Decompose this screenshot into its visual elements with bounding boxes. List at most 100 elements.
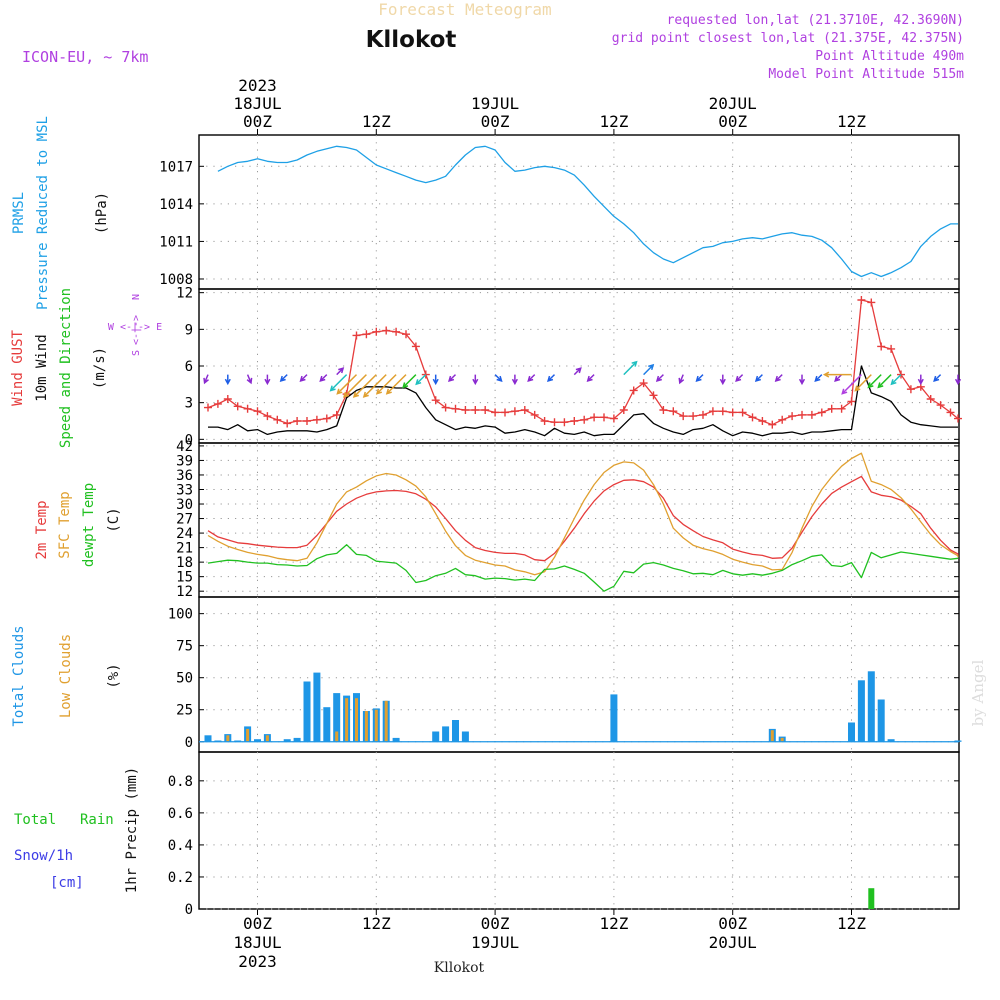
clouds-bar-total-clouds	[877, 699, 885, 742]
gust-marker	[411, 342, 420, 351]
wind-arrow	[798, 374, 806, 386]
gust-marker	[263, 412, 272, 421]
clouds-bar-total-clouds	[848, 722, 855, 742]
wind-arrow	[375, 374, 397, 395]
top-tick-label: 20JUL	[709, 94, 757, 113]
temp-label-2m: 2m Temp	[34, 500, 50, 559]
temp-labels: 2m Temp SFC Temp dewpt Temp (C)	[34, 483, 122, 567]
clouds-frame	[198, 596, 960, 753]
gust-marker	[817, 408, 826, 417]
wind-label-gust: Wind GUST	[10, 330, 26, 406]
gust-marker	[243, 404, 252, 413]
wind-arrow	[867, 374, 882, 389]
bottom-tick-label: 00Z	[243, 914, 272, 933]
precip-unit: 1hr Precip (mm)	[124, 767, 140, 893]
clouds-bar-total-clouds	[857, 680, 865, 742]
panels: 1008101110141017036912121518212427303336…	[159, 134, 962, 918]
clouds-panel: 0 25 50 75 100	[168, 596, 962, 753]
wind-arrow	[854, 374, 872, 392]
gust-marker	[204, 403, 212, 412]
precip-ytick-label: 0.4	[168, 838, 193, 854]
wind-arrow	[834, 374, 843, 383]
clouds-bar-total-clouds	[323, 707, 331, 742]
wind-arrow	[336, 367, 345, 376]
wind-arrow	[754, 374, 763, 383]
gust-marker	[481, 406, 490, 414]
bottom-tick-label: 2023	[238, 952, 277, 971]
temperature-ytick-label: 12	[176, 584, 193, 600]
top-tick-label: 00Z	[481, 112, 510, 131]
wind-unit: (m/s)	[92, 347, 108, 389]
wind-arrow	[678, 374, 685, 385]
requested-coords: requested lon,lat (21.3710E, 42.3690N)	[667, 13, 964, 28]
bottom-tick-label: 00Z	[481, 914, 510, 933]
wind-arrow	[546, 374, 556, 383]
wind-arrow	[890, 374, 902, 386]
clouds-bar-total-clouds	[303, 681, 311, 742]
top-tick-label: 00Z	[243, 112, 272, 131]
precip-label-snow: Snow/1h	[14, 848, 73, 864]
clouds-ytick-label: 25	[176, 703, 193, 719]
wind-ytick-label: 3	[185, 396, 193, 412]
gust-marker	[778, 415, 787, 424]
top-tick-label: 12Z	[599, 112, 628, 131]
gust-marker	[857, 296, 866, 304]
gust-marker	[550, 418, 559, 427]
clouds-bar-total-clouds	[887, 739, 895, 742]
top-tick-label: 2023	[238, 76, 277, 95]
precip-label-total: Total	[14, 812, 56, 828]
wind-arrow	[719, 374, 726, 386]
clouds-bar-low-clouds	[364, 711, 368, 742]
wind-arrow	[415, 374, 427, 386]
clouds-bar-low-clouds	[355, 698, 358, 742]
clouds-bar-low-clouds	[345, 698, 349, 742]
wind-arrow	[643, 363, 655, 376]
gust-marker	[501, 408, 509, 417]
precip-labels: Total Rain Snow/1h [cm] 1hr Precip (mm)	[14, 767, 140, 893]
watermark: by Angel	[969, 659, 987, 726]
clouds-bar-total-clouds	[432, 731, 440, 742]
wind-arrow	[224, 374, 231, 386]
gust-marker	[926, 395, 935, 403]
gust-marker	[728, 408, 737, 417]
gust-marker	[679, 412, 688, 421]
wind-arrow	[586, 374, 595, 383]
gust-marker	[788, 412, 797, 421]
cloud-label-low: Low Clouds	[58, 634, 74, 718]
gust-marker	[510, 407, 519, 416]
precip-panel: 0 0.2 0.4 0.6 0.8	[168, 751, 960, 918]
gust-marker	[530, 410, 539, 419]
gust-marker	[837, 404, 846, 413]
precip-bar-rain	[868, 888, 875, 909]
wind-arrow	[279, 374, 288, 383]
clouds-bar-total-clouds	[610, 694, 618, 742]
cloud-label-total: Total Clouds	[11, 625, 27, 726]
gust-marker	[213, 399, 222, 408]
gust-marker	[649, 391, 658, 400]
top-tick-label: 00Z	[718, 112, 747, 131]
wind-arrow	[917, 374, 924, 386]
wind-series-10m-wind	[208, 365, 958, 437]
gust-marker	[451, 404, 460, 413]
wind-arrow	[352, 374, 377, 398]
gust-marker	[689, 412, 698, 421]
precip-frame	[198, 751, 960, 910]
clouds-bar-low-clouds	[265, 735, 269, 742]
wind-arrow	[841, 374, 862, 395]
clouds-bar-total-clouds	[214, 740, 222, 742]
pressure-frame	[198, 134, 960, 290]
temperature-ytick-label: 18	[176, 555, 193, 571]
gust-marker	[600, 413, 608, 422]
compass-axis: <-|->	[131, 315, 142, 345]
wind-ytick-label: 0	[185, 432, 193, 448]
temperature-ytick-label: 24	[176, 526, 193, 542]
temperature-series-2m-temp	[207, 475, 959, 562]
gust-marker	[570, 417, 579, 425]
wind-arrow	[447, 374, 457, 383]
precip-ytick-label: 0.6	[168, 806, 193, 822]
gust-marker	[699, 410, 707, 419]
precip-ytick-label: 0.2	[168, 870, 193, 886]
gust-marker	[461, 406, 470, 414]
wind-arrow	[695, 374, 704, 383]
